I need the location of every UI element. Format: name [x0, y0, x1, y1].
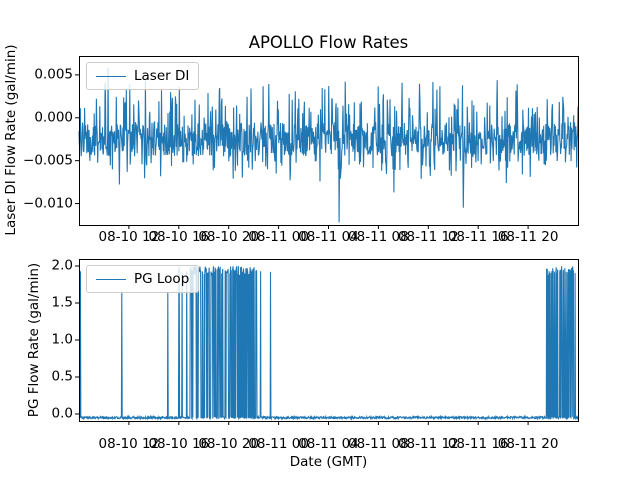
legend-label: PG Loop — [134, 271, 190, 287]
x-axis-label: Date (GMT) — [289, 454, 368, 470]
x-tick-label: 08-11 12 — [397, 229, 459, 245]
legend-line-sample — [96, 75, 126, 77]
y-tick-label: 1.5 — [51, 294, 73, 311]
pg-loop-series-line — [78, 266, 579, 421]
x-tick-label: 08-11 16 — [447, 229, 509, 245]
x-tick-label: 08-11 04 — [298, 436, 359, 452]
y-tick-label: 2.0 — [51, 257, 73, 274]
laser-di-series-line — [78, 67, 579, 223]
legend-line-sample — [96, 278, 126, 280]
x-tick-label: 08-10 16 — [148, 436, 210, 452]
y-tick-label: 0.005 — [34, 66, 73, 83]
x-tick-label: 08-11 20 — [497, 436, 559, 452]
y-tick-label: 1.0 — [51, 331, 73, 348]
x-tick-label: 08-10 20 — [198, 436, 260, 452]
legend-laser-di: Laser DI — [86, 62, 200, 90]
chart-title: APOLLO Flow Rates — [248, 33, 409, 52]
legend-pg-loop: PG Loop — [86, 265, 200, 293]
legend-label: Laser DI — [134, 68, 190, 84]
x-tick-label: 08-11 00 — [248, 229, 309, 245]
x-tick-label: 08-11 16 — [447, 436, 509, 452]
y-tick-label: 0.5 — [51, 368, 73, 385]
y-tick-label: −0.005 — [23, 152, 73, 169]
x-tick-label: 08-10 20 — [198, 229, 260, 245]
x-tick-label: 08-10 12 — [98, 436, 160, 452]
x-tick-label: 08-11 04 — [298, 229, 359, 245]
y-tick-label: 0.000 — [34, 109, 73, 126]
x-tick-label: 08-11 12 — [397, 436, 459, 452]
y-tick-label: 0.0 — [51, 405, 73, 422]
x-tick-label: 08-11 08 — [348, 229, 409, 245]
x-tick-label: 08-11 08 — [348, 436, 409, 452]
y-tick-label: −0.010 — [23, 195, 73, 212]
x-tick-label: 08-10 16 — [148, 229, 210, 245]
x-tick-label: 08-11 00 — [248, 436, 309, 452]
x-tick-label: 08-11 20 — [497, 229, 559, 245]
x-tick-label: 08-10 12 — [98, 229, 160, 245]
